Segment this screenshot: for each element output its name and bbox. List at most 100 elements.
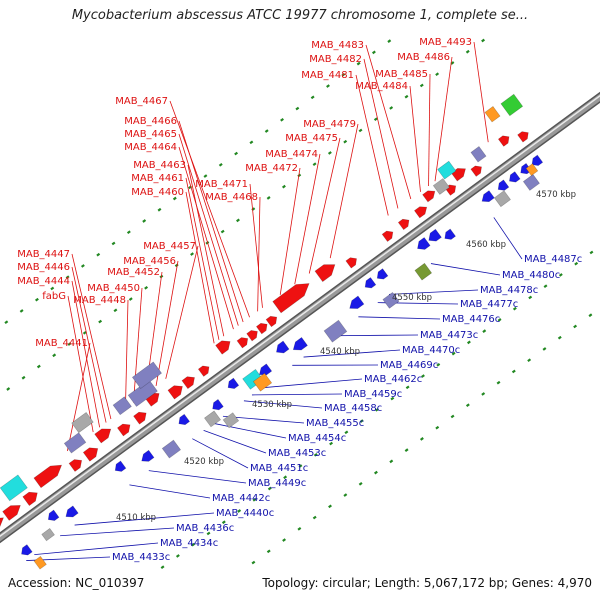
cyan-feature-1-shape	[0, 474, 28, 502]
reverse-gene-13	[364, 277, 377, 289]
reverse-label-19: MAB_4478c	[480, 285, 538, 296]
forward-gene-12-shape	[181, 376, 195, 390]
reverse-gene-19-shape	[497, 179, 510, 191]
forward-leader-12	[185, 177, 220, 340]
tick-mark	[80, 264, 85, 268]
forward-leader-28	[428, 73, 431, 186]
reverse-gene-19	[497, 179, 510, 191]
reverse-label-21: MAB_4487c	[524, 254, 582, 265]
gray-feature-6-shape	[493, 190, 511, 208]
reverse-gene-3-shape	[65, 505, 79, 518]
forward-gene-20-shape	[314, 264, 336, 283]
reverse-label-2: MAB_4434c	[160, 538, 218, 549]
tick-mark	[511, 369, 516, 374]
reverse-gene-12	[349, 295, 365, 309]
forward-label-16: MAB_4466	[124, 116, 177, 127]
reverse-gene-14-shape	[376, 268, 389, 280]
forward-gene-30	[517, 131, 529, 143]
forward-leader-2	[67, 295, 94, 433]
forward-leader-24	[355, 74, 389, 216]
forward-gene-21-shape	[345, 257, 357, 269]
tick-mark	[527, 358, 532, 363]
forward-gene-19-shape	[272, 283, 310, 314]
forward-gene-12	[181, 376, 195, 390]
forward-gene-7-shape	[94, 428, 112, 444]
forward-gene-4-shape	[33, 464, 63, 489]
forward-gene-18	[265, 315, 278, 328]
tick-mark	[405, 385, 410, 390]
reverse-gene-16-shape	[428, 228, 442, 242]
reverse-gene-15	[417, 237, 431, 250]
reverse-gene-15-shape	[417, 237, 431, 250]
tick-marks	[4, 38, 594, 570]
pseudo-feature-2-shape	[112, 396, 132, 416]
tick-mark	[389, 459, 394, 464]
reverse-leader-7	[192, 438, 249, 469]
tick-mark	[218, 162, 223, 167]
forward-gene-1	[0, 517, 4, 536]
pseudo-feature-1	[63, 432, 87, 454]
reverse-gene-22	[531, 154, 544, 166]
reverse-gene-20	[509, 171, 521, 183]
reverse-label-17: MAB_4476c	[442, 314, 500, 325]
forward-leader-22	[308, 137, 341, 274]
reverse-leader-9	[213, 422, 287, 439]
orange-feature-2	[33, 555, 47, 570]
tick-mark	[328, 504, 332, 509]
reverse-label-16: MAB_4473c	[420, 330, 478, 341]
forward-gene-13	[197, 365, 210, 377]
forward-leader-18	[257, 196, 261, 312]
gray-feature-5	[222, 412, 240, 429]
forward-gene-1-shape	[0, 517, 4, 536]
reverse-leader-11	[243, 400, 323, 409]
gray-feature-1	[71, 411, 94, 434]
forward-leader-27	[409, 85, 421, 192]
scale-label-5: 4550 kbp	[392, 293, 432, 303]
pseudo-feature-9	[522, 174, 540, 191]
tick-mark	[6, 387, 11, 391]
reverse-label-14: MAB_4469c	[380, 360, 438, 371]
reverse-gene-5-shape	[141, 449, 155, 462]
forward-leader-17	[169, 100, 250, 318]
gray-feature-5-shape	[222, 412, 240, 429]
tick-mark	[172, 196, 177, 201]
tick-mark	[326, 84, 330, 88]
tick-mark	[126, 230, 131, 235]
tick-mark	[588, 313, 593, 318]
forward-gene-14	[215, 340, 231, 355]
forward-gene-25	[422, 190, 436, 203]
gene-features	[0, 93, 544, 570]
tick-mark	[481, 392, 486, 396]
forward-leader-21	[294, 153, 321, 285]
tick-mark	[387, 39, 392, 43]
reverse-label-12: MAB_4459c	[344, 389, 402, 400]
reverse-gene-18	[481, 190, 495, 203]
forward-gene-23	[397, 218, 410, 231]
forward-leader-30	[473, 41, 489, 143]
forward-gene-5-shape	[68, 459, 83, 472]
tick-mark	[542, 347, 547, 351]
forward-gene-7	[94, 428, 112, 444]
gray-feature-1-shape	[71, 411, 94, 434]
tick-mark	[175, 554, 180, 558]
forward-gene-18-shape	[265, 315, 278, 328]
tick-mark	[589, 250, 594, 255]
forward-label-8: MAB_4452	[107, 267, 160, 278]
forward-gene-29	[497, 135, 510, 147]
tick-mark	[220, 229, 225, 234]
forward-gene-23-shape	[397, 218, 410, 231]
forward-gene-2	[2, 504, 21, 521]
reverse-gene-6-shape	[178, 413, 191, 426]
tick-mark	[206, 531, 211, 536]
forward-gene-8-shape	[117, 423, 131, 437]
tick-mark	[65, 275, 70, 280]
reverse-gene-22-shape	[531, 154, 544, 166]
forward-leader-9	[155, 260, 179, 386]
tick-mark	[558, 273, 563, 277]
tick-mark	[329, 441, 334, 446]
forward-gene-4	[33, 464, 63, 489]
tick-mark	[142, 219, 147, 223]
forward-leader-4	[71, 266, 107, 423]
tick-mark	[252, 497, 257, 502]
tick-mark	[50, 286, 55, 291]
